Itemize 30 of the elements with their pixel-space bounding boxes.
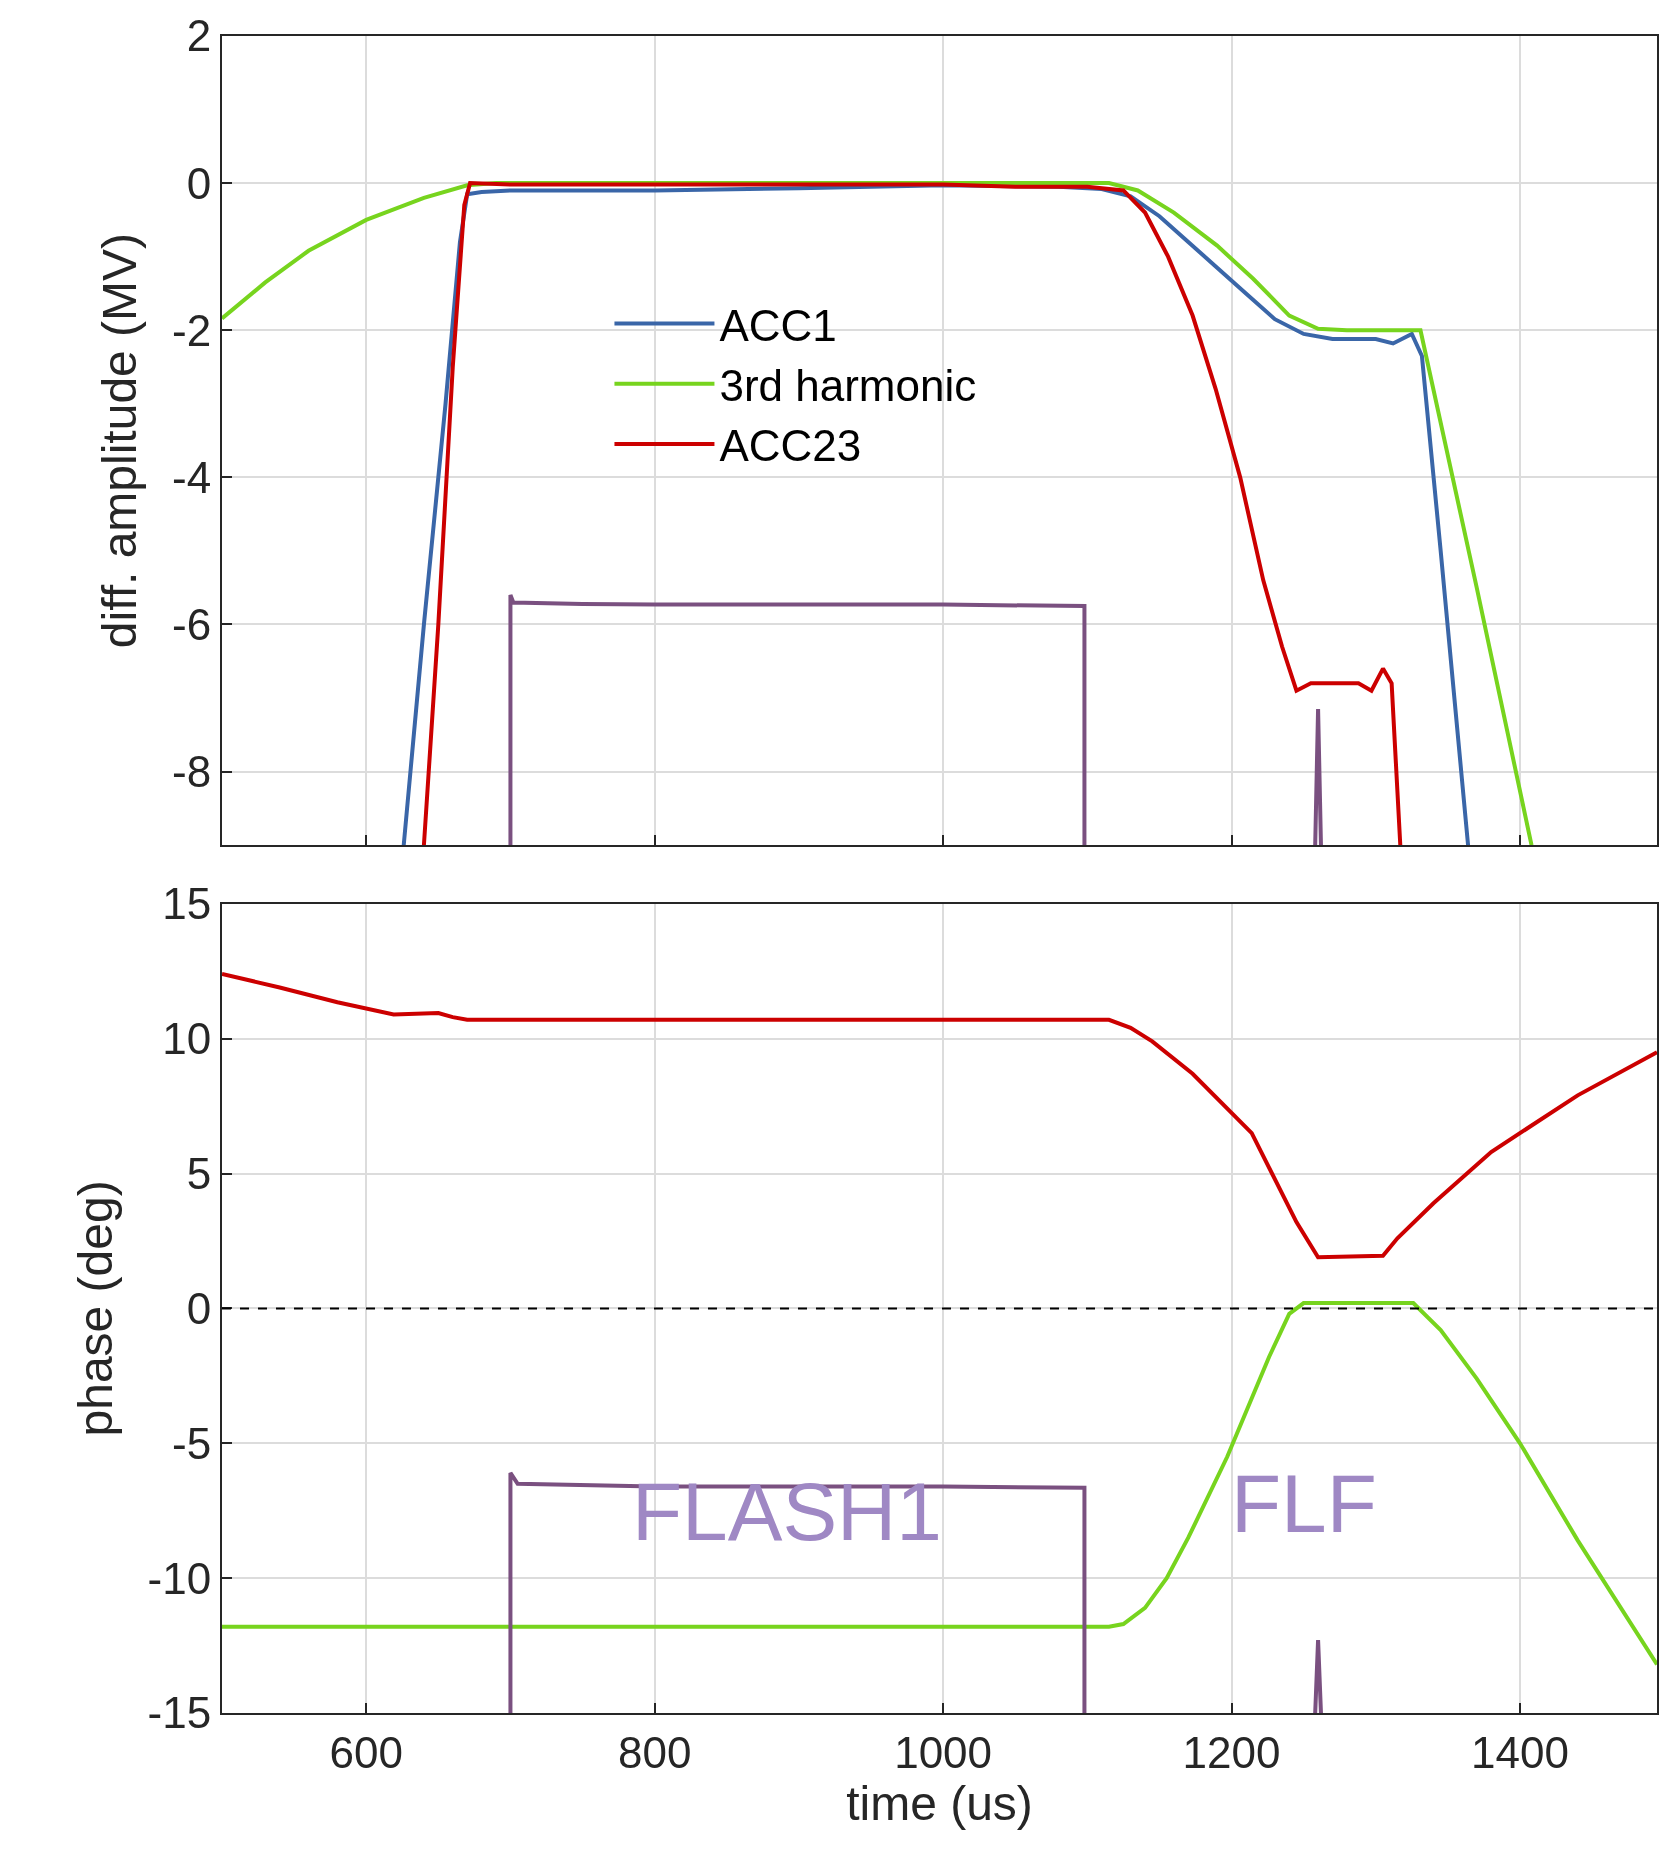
x-tick-label: 600 bbox=[329, 1727, 403, 1777]
y-tick-label: 0 bbox=[186, 158, 212, 208]
line-series bbox=[222, 971, 1657, 1260]
x-tick-label: 1200 bbox=[1182, 1727, 1281, 1777]
y-tick-label: -4 bbox=[172, 452, 212, 502]
legend-label: ACC23 bbox=[719, 421, 862, 471]
y-tick-label: 10 bbox=[162, 1014, 212, 1064]
y-tick-label: -5 bbox=[172, 1418, 212, 1468]
y-tick-label: 0 bbox=[186, 1283, 212, 1333]
y-tick-label: 2 bbox=[186, 11, 212, 61]
y-tick-label: -2 bbox=[172, 305, 212, 355]
y-axis-title: diff. amplitude (MV) bbox=[93, 232, 147, 649]
x-tick-label: 1400 bbox=[1471, 1727, 1569, 1777]
y-tick-label: -15 bbox=[147, 1688, 212, 1738]
y-axis-title: phase (deg) bbox=[68, 1180, 122, 1437]
y-tick-label: -10 bbox=[147, 1553, 212, 1603]
y-tick-label: -8 bbox=[172, 746, 212, 796]
line-series bbox=[508, 1470, 1087, 1713]
line-series bbox=[222, 1301, 1657, 1667]
y-tick-label: -6 bbox=[172, 599, 212, 649]
legend-label: 3rd harmonic bbox=[719, 360, 977, 410]
y-tick-label: 5 bbox=[186, 1148, 212, 1198]
x-tick-label: 800 bbox=[617, 1727, 692, 1777]
x-tick-label: 1000 bbox=[894, 1727, 993, 1777]
legend-label: ACC1 bbox=[719, 300, 837, 350]
y-tick-label: 15 bbox=[162, 879, 212, 929]
x-axis-title: time (us) bbox=[846, 1776, 1033, 1830]
annotation: FLASH1 bbox=[632, 1466, 942, 1557]
line-series bbox=[508, 593, 1087, 846]
annotation: FLF bbox=[1231, 1458, 1377, 1549]
